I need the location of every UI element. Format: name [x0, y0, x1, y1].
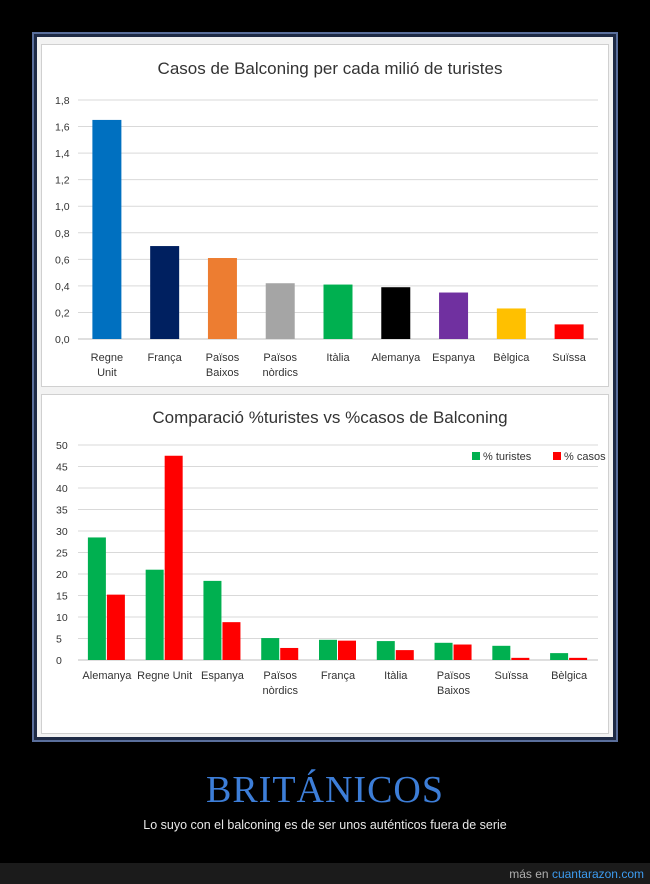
y-tick-label: 15 — [56, 591, 68, 603]
y-tick-label: 35 — [56, 505, 68, 517]
bar-tourists — [145, 569, 164, 660]
bar-cases — [395, 650, 414, 660]
y-tick-label: 20 — [56, 569, 68, 581]
x-category-label: Alemanya — [82, 670, 132, 682]
x-category-label: Itàlia — [384, 670, 408, 682]
bar-tourists — [319, 639, 337, 660]
x-category-label: Bèlgica — [551, 670, 588, 682]
y-tick-label: 40 — [56, 483, 68, 495]
bar-cases — [453, 644, 472, 660]
bar — [323, 284, 353, 339]
legend-swatch — [472, 452, 480, 460]
x-category-label: Bèlgica — [493, 352, 530, 364]
y-tick-label: 0 — [56, 655, 62, 667]
image-frame: Casos de Balconing per cada milió de tur… — [32, 32, 618, 742]
footer-site-link[interactable]: cuantarazon.com — [551, 867, 644, 881]
chart-1-svg: Casos de Balconing per cada milió de tur… — [55, 59, 598, 379]
x-category-label: Alemanya — [371, 352, 421, 364]
y-tick-label: 0,2 — [55, 307, 70, 319]
x-category-label: Baixos — [206, 367, 240, 379]
y-tick-label: 5 — [56, 634, 62, 646]
y-tick-label: 0,0 — [55, 334, 70, 346]
x-category-label: Espanya — [432, 352, 476, 364]
x-category-label: França — [148, 352, 183, 364]
bar-cases — [338, 640, 356, 660]
legend-label: % turistes — [483, 451, 532, 463]
x-category-label: Països — [263, 352, 297, 364]
bar-cases — [106, 594, 125, 660]
chart-title: Casos de Balconing per cada milió de tur… — [158, 59, 503, 78]
bar-tourists — [434, 642, 453, 660]
y-tick-label: 25 — [56, 548, 68, 560]
x-category-label: Unit — [97, 367, 117, 379]
chart-title: Comparació %turistes vs %casos de Balcon… — [152, 408, 507, 427]
x-category-label: Països — [437, 670, 471, 682]
footer-content: más en cuantarazon.com — [509, 867, 644, 881]
x-category-label: Espanya — [201, 670, 245, 682]
x-category-label: nòrdics — [262, 367, 298, 379]
caption-subtitle: Lo suyo con el balconing es de ser unos … — [143, 818, 507, 832]
x-category-label: Regne — [91, 352, 123, 364]
y-tick-label: 1,8 — [55, 95, 70, 107]
bar-tourists — [87, 537, 106, 660]
bar — [207, 258, 237, 339]
bar-tourists — [492, 645, 511, 660]
bar-tourists — [376, 641, 395, 660]
legend-swatch — [553, 452, 561, 460]
y-tick-label: 10 — [56, 612, 68, 624]
bar — [439, 292, 469, 339]
x-category-label: França — [321, 670, 356, 682]
bar-cases — [222, 622, 241, 660]
y-tick-label: 0,4 — [55, 281, 70, 293]
y-tick-label: 0,8 — [55, 228, 70, 240]
bar — [496, 308, 526, 339]
bar-cases — [280, 647, 299, 660]
x-category-label: Suïssa — [552, 352, 587, 364]
bar-tourists — [203, 580, 222, 660]
y-tick-label: 1,4 — [55, 148, 70, 160]
legend-label: % casos — [564, 451, 606, 463]
bar-tourists — [261, 638, 280, 660]
x-category-label: Itàlia — [326, 352, 350, 364]
bar-cases — [569, 657, 588, 660]
x-category-label: Països — [206, 352, 240, 364]
x-category-label: Regne Unit — [137, 670, 192, 682]
bar — [92, 119, 122, 340]
x-category-label: Baixos — [437, 685, 471, 697]
y-tick-label: 1,2 — [55, 175, 70, 187]
caption-title: BRITÁNICOS — [205, 769, 445, 811]
x-category-label: nòrdics — [262, 685, 298, 697]
chart-balconing-per-million: Casos de Balconing per cada milió de tur… — [41, 44, 609, 387]
bar-tourists — [550, 653, 569, 660]
bar — [265, 283, 295, 339]
x-category-label: Suïssa — [495, 670, 530, 682]
x-category-label: Països — [263, 670, 297, 682]
y-tick-label: 0,6 — [55, 254, 70, 266]
y-tick-label: 45 — [56, 462, 68, 474]
y-tick-label: 1,0 — [55, 201, 70, 213]
y-tick-label: 30 — [56, 526, 68, 538]
bar-cases — [164, 455, 183, 660]
image-content: Casos de Balconing per cada milió de tur… — [37, 37, 613, 737]
chart-2-svg: Comparació %turistes vs %casos de Balcon… — [56, 408, 606, 697]
y-tick-label: 50 — [56, 440, 68, 452]
bar — [150, 246, 180, 339]
bar — [381, 287, 411, 339]
footer-bar: más en cuantarazon.com — [0, 863, 650, 884]
y-tick-label: 1,6 — [55, 122, 70, 134]
chart-tourists-vs-cases: Comparació %turistes vs %casos de Balcon… — [41, 394, 609, 734]
bar-cases — [511, 657, 530, 660]
bar — [554, 324, 584, 339]
footer-prefix: más en — [509, 867, 549, 881]
